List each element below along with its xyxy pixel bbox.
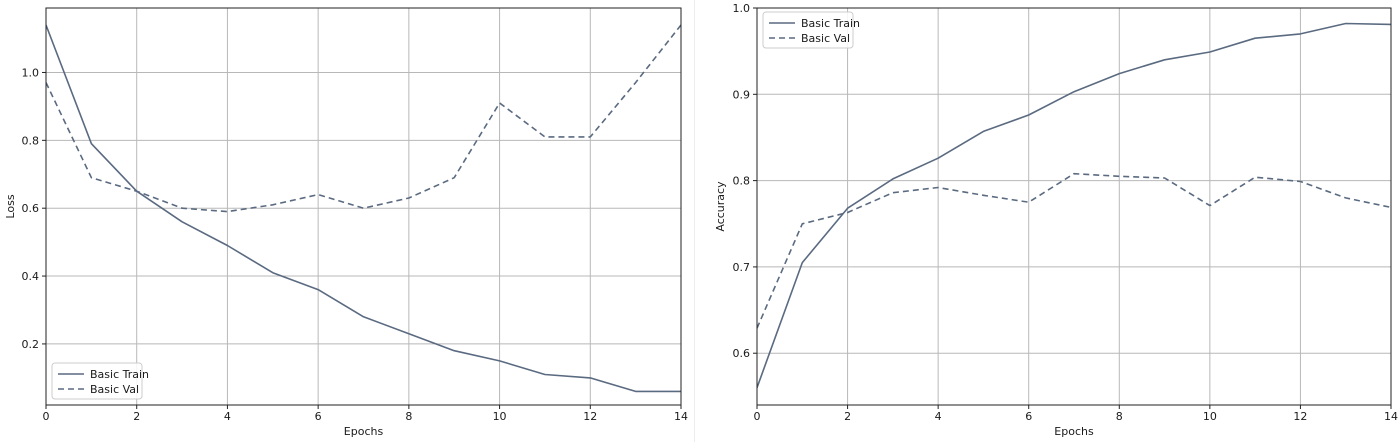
x-tick-label: 10 <box>493 410 507 423</box>
x-tick-label: 10 <box>1203 410 1217 423</box>
legend: Basic Train Basic Val <box>762 11 860 49</box>
legend-label: Basic Val <box>90 383 139 396</box>
y-tick-label: 0.4 <box>22 270 40 283</box>
x-axis-label: Epochs <box>1054 425 1094 438</box>
series-lines <box>757 22 1391 388</box>
x-tick-label: 6 <box>315 410 322 423</box>
axes-frame <box>45 7 682 406</box>
y-tick-label: 0.9 <box>733 88 751 101</box>
y-tick-label: 0.6 <box>22 202 40 215</box>
legend-label: Basic Val <box>801 32 850 45</box>
y-tick-label: 1.0 <box>733 2 751 15</box>
series-line-basic-val <box>757 172 1391 329</box>
series-line-basic-train <box>757 22 1391 388</box>
x-tick-label: 6 <box>1025 410 1032 423</box>
x-tick-label: 14 <box>1384 410 1398 423</box>
x-tick-label: 0 <box>43 410 50 423</box>
x-tick-label: 4 <box>224 410 231 423</box>
series-line-basic-val <box>46 24 681 213</box>
accuracy-chart: 0 2 4 6 8 10 12 14 0.6 0.7 0.8 0.9 1.0 Epochs Accuracy… <box>714 2 1398 438</box>
legend-box <box>762 11 854 49</box>
x-tick-label: 12 <box>1293 410 1307 423</box>
legend-box <box>51 362 143 400</box>
x-tick-label: 8 <box>1116 410 1123 423</box>
y-tick-label: 0.8 <box>22 134 40 147</box>
loss-chart: 0 2 4 6 8 10 12 14 0.2 0.4 0.6 0.8 1.0 Epochs Loss Basi… <box>4 7 688 438</box>
axes-frame <box>756 7 1392 406</box>
panel-divider <box>694 0 695 442</box>
y-tick-label: 1.0 <box>22 66 40 79</box>
y-tick-label: 0.2 <box>22 338 40 351</box>
y-tick-label: 0.6 <box>733 347 751 360</box>
legend-label: Basic Train <box>90 368 149 381</box>
x-tick-label: 0 <box>754 410 761 423</box>
y-tick-label: 0.8 <box>733 175 751 188</box>
x-tick-label: 12 <box>583 410 597 423</box>
grid <box>756 7 1392 405</box>
x-tick-label: 2 <box>133 410 140 423</box>
y-axis-label: Loss <box>4 194 17 218</box>
legend-label: Basic Train <box>801 17 860 30</box>
x-tick-label: 4 <box>935 410 942 423</box>
y-tick-label: 0.7 <box>733 261 751 274</box>
x-tick-label: 2 <box>844 410 851 423</box>
y-axis-label: Accuracy <box>714 181 727 232</box>
grid <box>45 8 682 405</box>
legend: Basic Train Basic Val <box>51 362 149 400</box>
series-line-basic-train <box>46 24 681 393</box>
x-axis-label: Epochs <box>344 425 384 438</box>
series-lines <box>46 24 681 393</box>
x-tick-label: 8 <box>405 410 412 423</box>
x-tick-label: 14 <box>674 410 688 423</box>
